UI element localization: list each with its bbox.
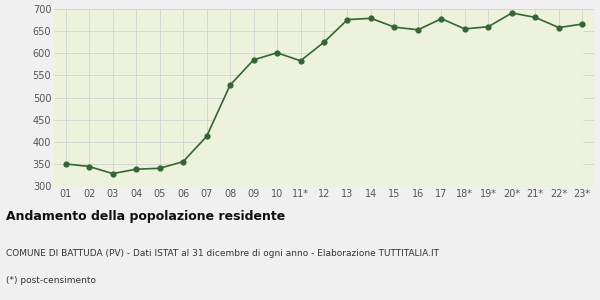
Point — [272, 50, 282, 55]
Point — [366, 16, 376, 21]
Point — [460, 26, 470, 31]
Text: COMUNE DI BATTUDA (PV) - Dati ISTAT al 31 dicembre di ogni anno - Elaborazione T: COMUNE DI BATTUDA (PV) - Dati ISTAT al 3… — [6, 249, 439, 258]
Point — [389, 25, 399, 29]
Point — [61, 161, 71, 166]
Point — [484, 24, 493, 29]
Point — [108, 171, 118, 176]
Text: Andamento della popolazione residente: Andamento della popolazione residente — [6, 210, 285, 223]
Point — [178, 159, 188, 164]
Point — [202, 134, 211, 139]
Point — [296, 58, 305, 63]
Point — [155, 166, 164, 171]
Point — [249, 58, 259, 62]
Point — [507, 11, 517, 15]
Point — [131, 167, 141, 172]
Point — [554, 25, 563, 30]
Point — [530, 15, 540, 20]
Point — [319, 40, 329, 45]
Point — [85, 164, 94, 169]
Point — [225, 83, 235, 88]
Text: (*) post-censimento: (*) post-censimento — [6, 276, 96, 285]
Point — [343, 17, 352, 22]
Point — [437, 16, 446, 21]
Point — [413, 27, 423, 32]
Point — [577, 22, 587, 26]
